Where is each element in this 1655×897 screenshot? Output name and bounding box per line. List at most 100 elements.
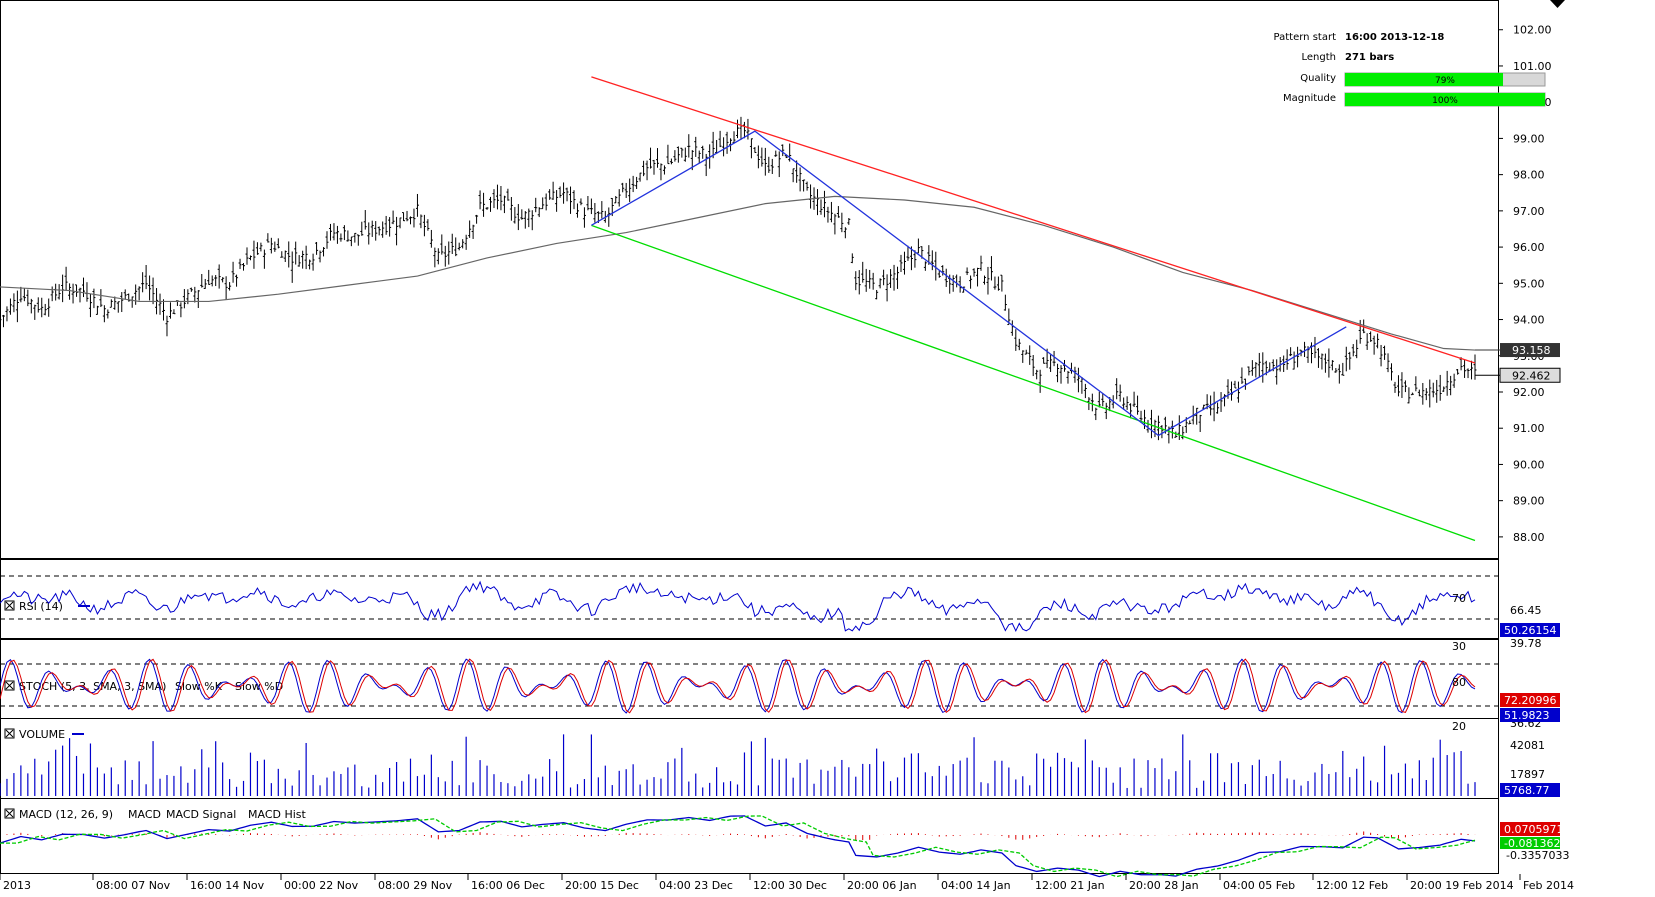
macd-plot: [0, 815, 1476, 878]
stoch-legend-slow-d: Slow %D: [235, 680, 283, 693]
magnitude-bar-value: 100%: [1432, 96, 1458, 106]
stoch-level-80: 80: [1452, 676, 1466, 689]
resistance-trendline: [591, 76, 1476, 364]
info-label-quality: Quality: [1300, 73, 1336, 84]
rsi-level-30: 30: [1452, 640, 1466, 653]
date-tick-label: 20:00 28 Jan: [1129, 879, 1199, 892]
macd-legend-macd: MACD: [128, 808, 161, 821]
price-tick-label: 98.00: [1513, 169, 1545, 182]
volume-last-value: 5768.77: [1504, 784, 1550, 797]
date-tick-label: 20:00 06 Jan: [847, 879, 917, 892]
stoch-last-d-value: 51.9823: [1504, 709, 1550, 722]
macd-last-value-marker: 0.0705971: [1500, 822, 1564, 836]
rsi-plot: [0, 575, 1498, 632]
moving-average-line: [0, 195, 1476, 351]
stoch-close-icon-cross: [5, 681, 14, 690]
volume-title: VOLUME: [19, 728, 65, 741]
stoch-slow-k-line: [0, 658, 1476, 714]
volume-close-icon-cross: [5, 729, 14, 738]
support-trendline: [591, 224, 1476, 542]
macd-legend-hist: MACD Hist: [248, 808, 307, 821]
rsi-tick-lower: 39.78: [1510, 637, 1542, 650]
price-tick-label: 94.00: [1513, 314, 1545, 327]
date-tick-label: 04:00 05 Feb: [1223, 879, 1295, 892]
price-plot: [0, 76, 1477, 542]
volume-plot: [0, 734, 1476, 796]
macd-title: MACD (12, 26, 9): [19, 808, 113, 821]
date-tick-label: 04:00 23 Dec: [659, 879, 733, 892]
info-value-length: 271 bars: [1345, 52, 1394, 63]
quality-bar-value: 79%: [1435, 76, 1455, 86]
pattern-info-box: Pattern start 16:00 2013-12-18 Length 27…: [1274, 32, 1546, 107]
rsi-last-value: 50.26154: [1504, 624, 1557, 637]
rsi-title: RSI (14): [19, 600, 63, 613]
quality-bar-fill: [1345, 73, 1503, 86]
price-tick-label: 89.00: [1513, 495, 1545, 508]
pattern-wave-line: [591, 130, 1347, 437]
macd-signal-last-marker: -0.0813625: [1500, 837, 1567, 850]
price-tick-label: 96.00: [1513, 241, 1545, 254]
date-tick-label: 12:00 12 Feb: [1316, 879, 1388, 892]
stoch-level-20: 20: [1452, 720, 1466, 733]
stoch-last-k-value: 72.20996: [1504, 694, 1557, 707]
info-label-length: Length: [1302, 52, 1337, 63]
macd-header: MACD (12, 26, 9) MACD MACD Signal MACD H…: [4, 808, 307, 821]
rsi-level-70: 70: [1452, 592, 1466, 605]
date-tick-label: Feb 2014: [1523, 879, 1574, 892]
volume-tick-upper: 42081: [1510, 739, 1545, 752]
price-tick-label: 88.00: [1513, 531, 1545, 544]
rsi-close-icon-cross: [5, 601, 14, 610]
price-tick-label: 99.00: [1513, 132, 1545, 145]
date-tick-label: 2013: [3, 879, 31, 892]
macd-legend-signal: MACD Signal: [166, 808, 236, 821]
last-price-value: 92.462: [1512, 369, 1551, 382]
stoch-slow-d-line: [0, 658, 1476, 714]
magnitude-bar-fill: [1345, 93, 1545, 106]
macd-line: [0, 815, 1476, 878]
rsi-pane-frame: [0, 559, 1499, 639]
pane-frames: [0, 0, 1499, 874]
rsi-tick-upper: 66.45: [1510, 604, 1542, 617]
info-label-magnitude: Magnitude: [1283, 93, 1336, 104]
date-tick-label: 08:00 07 Nov: [96, 879, 171, 892]
price-tick-label: 97.00: [1513, 205, 1545, 218]
date-tick-label: 00:00 22 Nov: [284, 879, 359, 892]
price-tick-label: 92.00: [1513, 386, 1545, 399]
last-price-box: [1499, 367, 1561, 383]
date-tick-label: 20:00 15 Dec: [565, 879, 639, 892]
macd-signal-last-value: -0.0813625: [1504, 837, 1567, 850]
stoch-header: STOCH (5, 3, SMA, 3, SMA) Slow %K Slow %…: [4, 680, 283, 693]
date-tick-label: 12:00 21 Jan: [1035, 879, 1105, 892]
ma-marker-box: [1500, 343, 1560, 358]
macd-pane-frame: [0, 798, 1499, 874]
info-label-pattern-start: Pattern start: [1274, 32, 1337, 43]
price-pane-frame: [0, 0, 1499, 559]
price-tick-label: 95.00: [1513, 277, 1545, 290]
volume-tick-lower: 17897: [1510, 768, 1545, 781]
date-tick-label: 16:00 06 Dec: [471, 879, 545, 892]
stoch-last-d-marker: 51.9823: [1500, 708, 1560, 722]
date-tick-label: 16:00 14 Nov: [190, 879, 265, 892]
date-tick-label: 08:00 29 Nov: [378, 879, 453, 892]
price-tick-label: 102.00: [1513, 24, 1552, 37]
stoch-title: STOCH (5, 3, SMA, 3, SMA): [19, 680, 166, 693]
macd-close-icon-cross: [5, 809, 14, 818]
info-value-pattern-start: 16:00 2013-12-18: [1345, 32, 1444, 43]
rsi-line: [0, 580, 1476, 632]
date-tick-label: 12:00 30 Dec: [753, 879, 827, 892]
macd-last-value: 0.0705971: [1504, 823, 1564, 836]
date-x-axis: 2013 08:00 07 Nov 16:00 14 Nov 00:00 22 Nov…: [0, 874, 1574, 892]
volume-last-value-marker: 5768.77: [1500, 783, 1560, 797]
price-tick-label: 101.00: [1513, 60, 1552, 73]
scroll-right-icon[interactable]: [1550, 0, 1565, 8]
date-tick-label: 04:00 14 Jan: [941, 879, 1011, 892]
ma-last-value: 93.158: [1512, 344, 1551, 357]
macd-tick-lower: -0.3357033: [1506, 849, 1569, 862]
macd-signal-line: [0, 815, 1476, 878]
price-tick-label: 91.00: [1513, 422, 1545, 435]
stoch-plot: [0, 658, 1498, 714]
stoch-last-k-marker: 72.20996: [1500, 693, 1560, 707]
price-tick-label: 90.00: [1513, 458, 1545, 471]
date-tick-label: 20:00 19 Feb 2014: [1410, 879, 1514, 892]
